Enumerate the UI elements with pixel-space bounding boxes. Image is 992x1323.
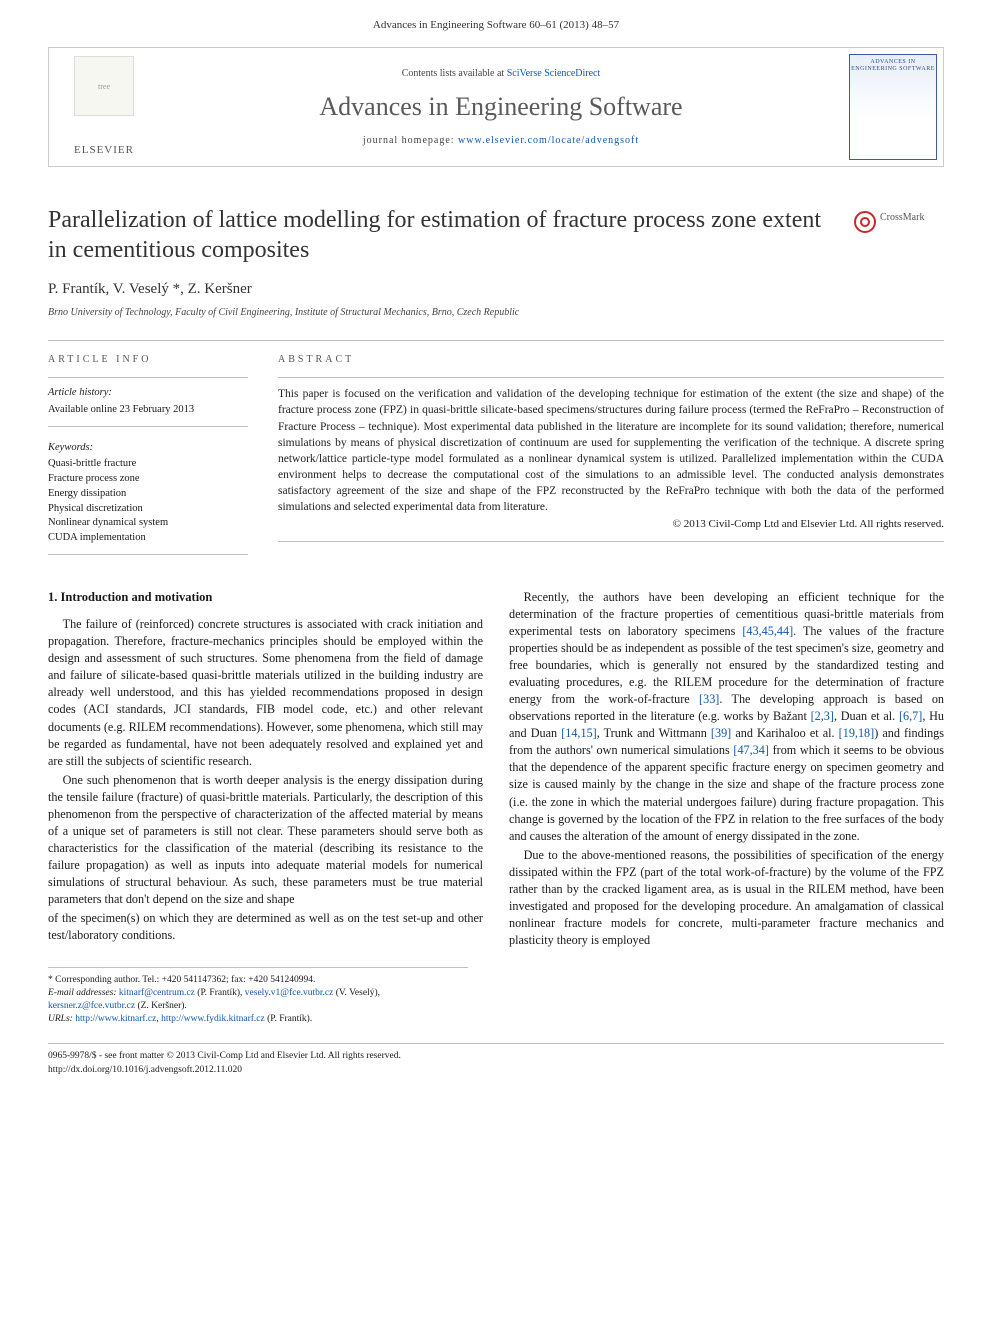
email-who: (Z. Keršner). [135,1001,187,1011]
abstract-body: This paper is focused on the verificatio… [278,386,944,515]
url-link[interactable]: http://www.kitnarf.cz [75,1014,156,1024]
body-run: and Karihaloo et al. [731,726,838,740]
body-run: , Duan et al. [834,709,899,723]
elsevier-tree-logo: tree [74,56,134,116]
citation-link[interactable]: [33] [699,692,719,706]
keyword: Quasi-brittle fracture [48,457,248,472]
elsevier-wordmark: ELSEVIER [74,143,134,158]
crossmark-label: CrossMark [880,211,924,225]
urls-label: URLs: [48,1014,75,1024]
crossmark-icon [854,211,876,233]
divider [48,340,944,341]
email-line: E-mail addresses: kitnarf@centrum.cz (P.… [48,987,468,1013]
email-link[interactable]: vesely.v1@fce.vutbr.cz [245,988,334,998]
body-text: 1. Introduction and motivation The failu… [48,589,944,950]
running-header: Advances in Engineering Software 60–61 (… [0,0,992,39]
journal-homepage-line: journal homepage: www.elsevier.com/locat… [363,134,639,148]
body-paragraph: One such phenomenon that is worth deeper… [48,772,483,909]
citation-link[interactable]: [43,45,44] [742,624,793,638]
email-link[interactable]: kitnarf@centrum.cz [119,988,195,998]
keyword: CUDA implementation [48,531,248,546]
article-history-head: Article history: [48,386,248,401]
email-who: (V. Veselý), [333,988,380,998]
front-matter-line: 0965-9978/$ - see front matter © 2013 Ci… [48,1050,401,1063]
doi-link[interactable]: http://dx.doi.org/10.1016/j.advengsoft.2… [48,1065,242,1075]
cover-thumb-title: ADVANCES IN ENGINEERING SOFTWARE [850,59,936,72]
email-link[interactable]: kersner.z@fce.vutbr.cz [48,1001,135,1011]
crossmark-widget[interactable]: CrossMark [854,211,944,265]
citation-link[interactable]: [6,7] [899,709,922,723]
sciencedirect-link[interactable]: SciVerse ScienceDirect [507,68,601,79]
url-link[interactable]: http://www.fydik.kitnarf.cz [161,1014,265,1024]
body-run: from which it seems to be obvious that t… [509,743,944,842]
abstract-head: ABSTRACT [278,353,944,367]
citation-link[interactable]: [47,34] [733,743,769,757]
body-paragraph: of the specimen(s) on which they are det… [48,910,483,944]
citation-link[interactable]: [2,3] [811,709,834,723]
emails-label: E-mail addresses: [48,988,119,998]
keyword: Physical discretization [48,502,248,517]
article-info-head: ARTICLE INFO [48,353,248,367]
citation-link[interactable]: [14,15] [561,726,597,740]
home-prefix: journal homepage: [363,135,458,146]
abstract-copyright: © 2013 Civil-Comp Ltd and Elsevier Ltd. … [278,517,944,532]
contents-prefix: Contents lists available at [402,68,507,79]
body-paragraph: The failure of (reinforced) concrete str… [48,616,483,770]
banner-left: tree ELSEVIER [49,48,159,166]
contents-list-line: Contents lists available at SciVerse Sci… [402,67,601,81]
body-run: , Trunk and Wittmann [597,726,711,740]
banner-center: Contents lists available at SciVerse Sci… [159,48,843,166]
article-info-column: ARTICLE INFO Article history: Available … [48,353,248,554]
journal-homepage-link[interactable]: www.elsevier.com/locate/advengsoft [458,135,639,146]
journal-banner: tree ELSEVIER Contents lists available a… [48,47,944,167]
article-history-date: Available online 23 February 2013 [48,403,248,418]
footnotes: * Corresponding author. Tel.: +420 54114… [48,967,468,1025]
copyright-bar: 0965-9978/$ - see front matter © 2013 Ci… [48,1043,944,1077]
authors-line: P. Frantík, V. Veselý *, Z. Keršner [48,279,944,300]
citation-link[interactable]: [39] [711,726,731,740]
keyword: Nonlinear dynamical system [48,516,248,531]
abstract-column: ABSTRACT This paper is focused on the ve… [278,353,944,554]
section-heading: 1. Introduction and motivation [48,589,483,607]
journal-name: Advances in Engineering Software [319,89,682,125]
body-paragraph: Due to the above-mentioned reasons, the … [509,847,944,949]
journal-cover-thumb: ADVANCES IN ENGINEERING SOFTWARE [849,54,937,160]
url-who: (P. Frantík). [265,1014,313,1024]
email-who: (P. Frantík), [195,988,245,998]
keyword: Fracture process zone [48,472,248,487]
affiliation-line: Brno University of Technology, Faculty o… [48,306,944,320]
citation-link[interactable]: [19,18] [839,726,875,740]
body-paragraph: Recently, the authors have been developi… [509,589,944,845]
banner-right: ADVANCES IN ENGINEERING SOFTWARE [843,48,943,166]
keywords-head: Keywords: [48,441,248,456]
url-line: URLs: http://www.kitnarf.cz, http://www.… [48,1013,468,1026]
article-title: Parallelization of lattice modelling for… [48,205,834,265]
corresponding-author: * Corresponding author. Tel.: +420 54114… [48,974,468,987]
keyword: Energy dissipation [48,487,248,502]
